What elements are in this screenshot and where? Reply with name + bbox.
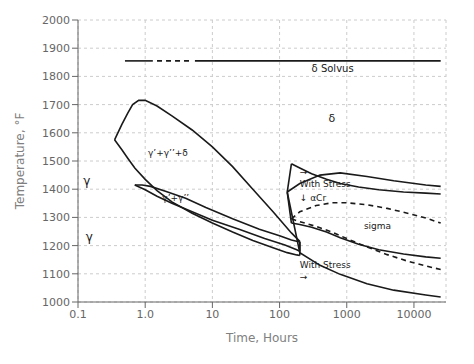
svg-text:1700: 1700 (42, 99, 70, 112)
svg-text:δ Solvus: δ Solvus (312, 63, 354, 74)
svg-text:Temperature, °F: Temperature, °F (13, 113, 27, 211)
svg-text:10000: 10000 (396, 308, 431, 321)
svg-text:γ: γ (83, 174, 90, 188)
svg-text:1100: 1100 (42, 268, 70, 281)
svg-text:1200: 1200 (42, 240, 70, 253)
svg-text:With Stress: With Stress (300, 260, 351, 270)
svg-text:10: 10 (205, 308, 219, 321)
svg-text:→: → (300, 167, 308, 177)
svg-text:1300: 1300 (42, 211, 70, 224)
svg-text:↓ αCr: ↓ αCr (300, 193, 327, 203)
svg-text:sigma: sigma (364, 221, 391, 231)
svg-text:With Stress: With Stress (300, 179, 351, 189)
svg-text:1000: 1000 (333, 308, 361, 321)
svg-text:γ: γ (86, 230, 93, 244)
svg-text:γ’+γ’’+δ: γ’+γ’’+δ (148, 148, 188, 158)
svg-text:1900: 1900 (42, 42, 70, 55)
svg-text:1500: 1500 (42, 155, 70, 168)
svg-text:Time, Hours: Time, Hours (225, 331, 298, 345)
svg-text:1000: 1000 (42, 296, 70, 309)
svg-text:γ’+γ’’: γ’+γ’’ (162, 193, 189, 203)
svg-text:1800: 1800 (42, 70, 70, 83)
svg-text:1.0: 1.0 (136, 308, 154, 321)
svg-text:δ: δ (328, 112, 335, 125)
svg-text:→: → (300, 272, 308, 282)
svg-text:100: 100 (269, 308, 290, 321)
svg-text:0.1: 0.1 (69, 308, 87, 321)
svg-text:1600: 1600 (42, 127, 70, 140)
svg-text:1400: 1400 (42, 183, 70, 196)
svg-text:2000: 2000 (42, 14, 70, 27)
